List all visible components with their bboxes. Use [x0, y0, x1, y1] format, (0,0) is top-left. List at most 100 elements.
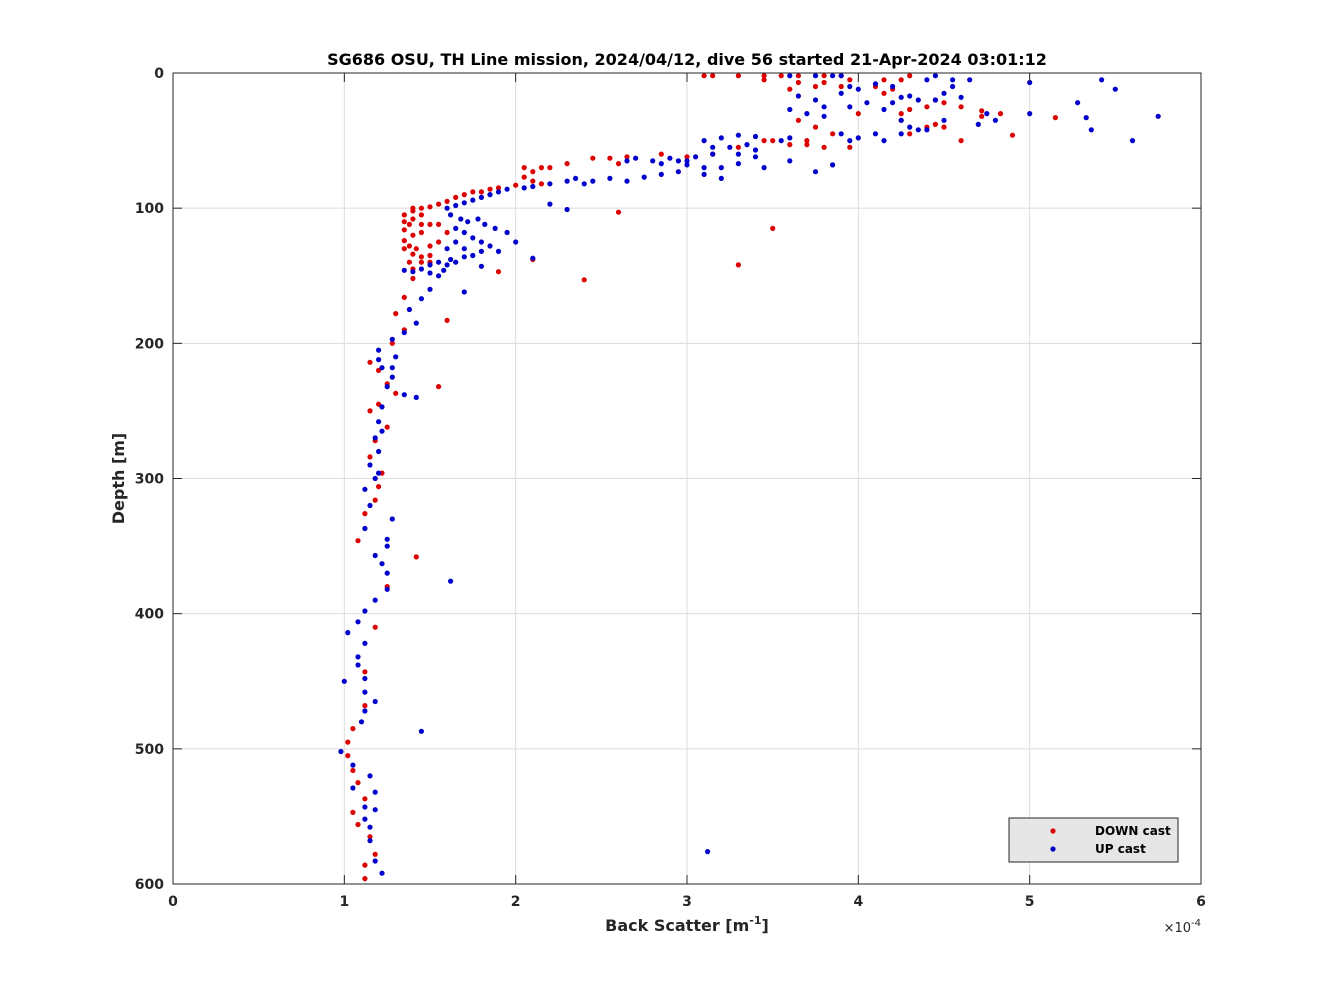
data-point	[362, 703, 368, 709]
data-point	[958, 138, 964, 144]
data-point	[864, 100, 870, 106]
data-point	[487, 186, 493, 192]
data-point	[1009, 132, 1016, 138]
data-point	[393, 354, 399, 360]
data-point	[701, 138, 707, 144]
data-point	[787, 135, 793, 141]
data-point	[410, 251, 416, 257]
data-point	[812, 73, 819, 79]
data-point	[355, 780, 361, 786]
y-tick-label: 600	[135, 877, 164, 893]
data-point	[384, 536, 390, 542]
data-point	[710, 73, 716, 79]
data-point	[941, 90, 947, 96]
data-point	[418, 728, 424, 734]
data-point	[958, 104, 964, 110]
data-point	[838, 83, 844, 90]
data-point	[538, 181, 545, 187]
data-point	[427, 204, 433, 210]
legend-label-down-cast: DOWN cast	[1095, 824, 1171, 838]
data-point	[941, 100, 947, 106]
data-point	[362, 708, 368, 714]
data-point	[1083, 115, 1089, 121]
data-point	[847, 83, 853, 90]
data-point	[376, 357, 382, 363]
data-point	[362, 525, 368, 532]
data-point	[345, 753, 351, 759]
data-point	[547, 181, 553, 187]
data-point	[821, 113, 827, 119]
data-point	[418, 259, 424, 265]
data-point	[855, 135, 861, 141]
y-tick-label: 400	[135, 607, 164, 623]
data-point	[427, 243, 433, 249]
data-point	[881, 106, 887, 113]
data-point	[735, 144, 742, 150]
data-point	[718, 165, 724, 171]
data-point	[372, 807, 378, 813]
data-point	[967, 77, 973, 83]
data-point	[367, 824, 373, 830]
data-point	[932, 97, 939, 103]
data-point	[362, 486, 368, 492]
data-point	[350, 762, 356, 768]
data-point	[1099, 77, 1105, 83]
data-point	[778, 138, 784, 144]
data-point	[881, 77, 887, 83]
data-point	[984, 111, 990, 117]
data-point	[350, 809, 356, 816]
data-point	[718, 135, 724, 141]
data-point	[979, 108, 985, 114]
data-point	[701, 171, 707, 177]
data-point	[573, 175, 579, 181]
data-point	[804, 111, 810, 117]
data-point	[581, 277, 587, 283]
data-point	[453, 239, 459, 245]
data-point	[444, 262, 450, 268]
data-point	[590, 178, 596, 184]
data-point	[362, 689, 368, 695]
data-point	[436, 221, 442, 227]
data-point	[461, 246, 467, 252]
data-point	[367, 462, 373, 468]
data-point	[907, 106, 913, 113]
data-point	[735, 73, 742, 79]
x-axis-multiplier-exp: -4	[1191, 918, 1201, 929]
data-point	[821, 79, 827, 86]
data-point	[401, 246, 407, 252]
data-point	[372, 597, 378, 603]
data-point	[389, 516, 395, 522]
data-point	[513, 182, 519, 188]
data-point	[401, 238, 407, 244]
data-point	[355, 538, 361, 544]
data-point	[372, 858, 378, 864]
y-tick-label: 200	[135, 336, 164, 352]
data-point	[907, 131, 913, 137]
data-point	[350, 767, 356, 774]
data-point	[778, 73, 784, 79]
data-point	[727, 144, 733, 150]
data-point	[1088, 127, 1094, 133]
data-point	[470, 235, 476, 241]
legend-marker-down-cast	[1050, 828, 1056, 834]
data-point	[675, 158, 682, 164]
y-tick-label: 100	[135, 201, 164, 217]
data-point	[367, 834, 373, 840]
data-point	[345, 739, 351, 745]
data-point	[444, 198, 450, 204]
data-point	[761, 138, 767, 144]
data-point	[898, 77, 904, 83]
data-point	[1075, 100, 1081, 106]
data-point	[705, 849, 711, 855]
data-point	[530, 169, 536, 175]
data-point	[401, 392, 407, 398]
series-1	[338, 73, 1161, 876]
data-point	[530, 255, 536, 261]
data-point	[898, 94, 904, 100]
data-point	[735, 262, 742, 268]
data-point	[367, 502, 373, 509]
data-point	[379, 561, 385, 567]
data-point	[401, 267, 407, 273]
data-point	[881, 138, 887, 144]
data-point	[693, 154, 699, 160]
